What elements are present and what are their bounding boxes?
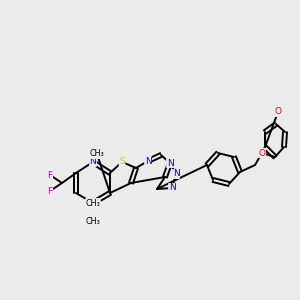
Text: N: N — [90, 158, 96, 166]
Text: F: F — [47, 187, 52, 196]
Text: O: O — [259, 148, 266, 158]
Text: CH₃: CH₃ — [85, 199, 100, 208]
Text: CH₃: CH₃ — [85, 218, 100, 226]
Text: S: S — [119, 158, 125, 166]
Text: N: N — [167, 158, 173, 167]
Text: N: N — [172, 169, 179, 178]
Text: N: N — [169, 184, 176, 193]
Text: CH₃: CH₃ — [90, 149, 104, 158]
Text: O: O — [274, 107, 281, 116]
Text: F: F — [47, 170, 52, 179]
Text: N: N — [145, 157, 152, 166]
